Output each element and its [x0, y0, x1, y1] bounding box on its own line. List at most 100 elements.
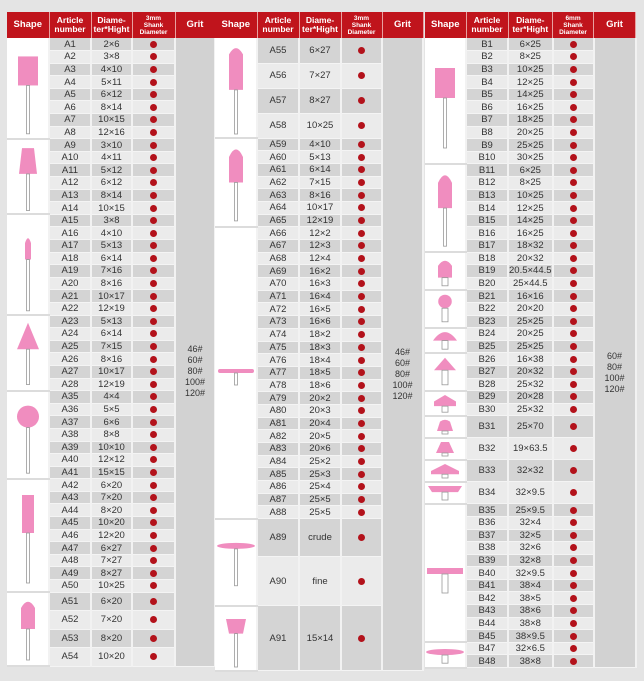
dimension: 16×5 — [299, 302, 342, 317]
shape-cell — [425, 352, 467, 392]
table-row: B28 25×32 — [425, 378, 636, 392]
available-dot-icon — [358, 153, 365, 161]
available-dot-icon — [358, 470, 365, 478]
table-row: A64 10×17 — [215, 201, 423, 215]
shank-availability — [132, 264, 176, 278]
available-dot-icon — [150, 368, 157, 376]
table-row: B23 25×25 — [425, 315, 636, 329]
available-dot-icon — [569, 330, 577, 338]
dimension: 20×32 — [508, 252, 554, 266]
article-number: A83 — [257, 442, 300, 456]
shank-availability — [132, 503, 176, 518]
available-dot-icon — [150, 166, 157, 174]
dimension: 20×32 — [508, 365, 554, 379]
table-row: A70 16×3 — [215, 277, 423, 291]
shank-availability — [132, 365, 176, 379]
table-row: A72 16×5 — [215, 302, 423, 317]
table-row: A23 5×13 — [7, 315, 215, 392]
shank-availability — [132, 302, 176, 316]
shank-availability — [552, 176, 595, 190]
available-dot-icon — [569, 531, 577, 539]
shank-availability — [341, 239, 383, 253]
article-number: B38 — [466, 541, 509, 555]
dimension: 38×9.5 — [508, 629, 554, 643]
bullet-icon — [425, 166, 465, 250]
available-dot-icon — [569, 154, 577, 162]
available-dot-icon — [150, 91, 157, 99]
available-dot-icon — [358, 419, 365, 427]
available-dot-icon — [358, 634, 365, 642]
dimension: 7×16 — [91, 264, 133, 278]
dimension: 18×4 — [299, 353, 342, 367]
available-dot-icon — [569, 242, 577, 250]
table-row: A47 6×27 — [7, 541, 215, 555]
available-dot-icon — [150, 254, 157, 262]
available-dot-icon — [358, 577, 365, 585]
grit-values: 60# 80# 100# 120# — [593, 38, 637, 669]
article-number: A4 — [49, 75, 92, 89]
article-number: A6 — [49, 100, 92, 115]
dimension: 18×32 — [508, 239, 554, 253]
available-dot-icon — [569, 406, 577, 413]
available-dot-icon — [569, 632, 577, 640]
dimension: 12×19 — [299, 214, 342, 228]
article-number: A81 — [257, 417, 300, 431]
shank-availability — [132, 315, 176, 329]
article-number: A9 — [49, 138, 92, 152]
available-dot-icon — [358, 140, 365, 148]
shape-cell — [7, 38, 50, 140]
available-dot-icon — [569, 40, 577, 48]
available-dot-icon — [358, 381, 365, 389]
taper-icon — [7, 141, 48, 213]
dimension: 7×27 — [299, 63, 342, 89]
table-row: A67 12×3 — [215, 239, 423, 253]
article-number: A8 — [49, 126, 92, 140]
available-dot-icon — [569, 355, 577, 363]
table-row: B25 25×25 — [425, 340, 636, 354]
available-dot-icon — [358, 191, 365, 199]
shank-availability — [552, 50, 595, 64]
shank-availability — [552, 264, 595, 278]
shape-cell — [425, 390, 467, 417]
available-dot-icon — [150, 78, 157, 86]
shank-availability — [552, 437, 595, 461]
table-row: A37 6×6 — [7, 415, 215, 429]
shank-availability — [341, 518, 383, 558]
dimension: 5×11 — [91, 75, 133, 89]
available-dot-icon — [358, 534, 365, 542]
available-dot-icon — [569, 229, 577, 237]
header-row: Shape Article number Diame- ter*Hight 6mm S… — [425, 12, 637, 38]
dimension: 8×27 — [299, 88, 342, 114]
shank-availability — [132, 428, 176, 442]
table-row: B12 8×25 — [425, 176, 636, 190]
dimension: 6×14 — [91, 252, 133, 266]
dimension: 38×6 — [508, 604, 554, 618]
dimension: 30×25 — [508, 151, 554, 165]
dimension: 16×25 — [508, 226, 554, 240]
dimension: 16×25 — [508, 100, 554, 115]
available-dot-icon — [569, 217, 577, 225]
dimension: 25×3 — [299, 467, 342, 482]
header-row: Shape Article number Diame- ter*Hight 3mm S… — [7, 12, 216, 38]
table-row: A61 6×14 — [215, 163, 423, 177]
shape-cell — [425, 642, 467, 669]
article-number: A14 — [49, 201, 92, 215]
dimension: 5×5 — [91, 403, 133, 417]
shank-availability — [552, 403, 595, 417]
shank-availability — [341, 467, 383, 482]
table-row: B18 20×32 — [425, 252, 636, 291]
dimension: 20×2 — [299, 391, 342, 405]
available-dot-icon — [569, 116, 577, 124]
dimension: 4×10 — [91, 63, 133, 77]
table-row: B3 10×25 — [425, 63, 636, 77]
article-number: B45 — [466, 629, 509, 643]
table-row: A65 12×19 — [215, 214, 423, 228]
available-dot-icon — [358, 242, 365, 250]
shank-availability — [341, 163, 383, 177]
table-row: A1 2×6 46# 60# 80# 100# 120# — [7, 38, 216, 667]
shank-availability — [341, 366, 383, 380]
article-number: A1 — [49, 38, 92, 52]
dimension: 3×8 — [91, 214, 133, 228]
dimension: 10×20 — [91, 647, 133, 667]
shank-availability — [552, 390, 595, 404]
